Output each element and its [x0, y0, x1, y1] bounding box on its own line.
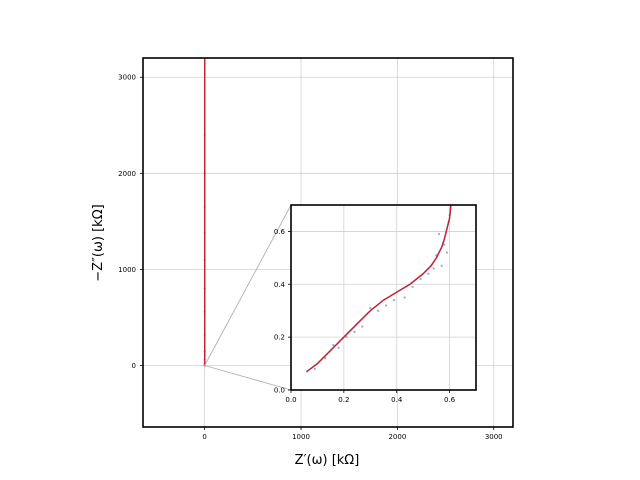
data-point	[403, 296, 406, 299]
y-tick-label: 0.0	[274, 387, 285, 395]
data-point	[440, 264, 443, 267]
y-tick-label: 0	[132, 362, 136, 370]
data-point	[353, 330, 356, 333]
x-tick-label: 0.2	[338, 396, 349, 404]
data-point	[385, 304, 388, 307]
data-point	[332, 343, 335, 347]
plot-frame	[142, 57, 514, 428]
x-tick-label: 2000	[388, 433, 406, 441]
data-point	[437, 232, 441, 236]
data-point	[369, 306, 372, 310]
data-point	[411, 285, 414, 289]
series-line-2	[306, 205, 452, 373]
y-tick-label: 2000	[118, 170, 136, 178]
x-tick-label: 0	[202, 433, 206, 441]
data-point	[345, 336, 348, 339]
x-axis-label: Z′(ω) [kΩ]	[295, 453, 360, 468]
x-tick-label: 0.4	[391, 396, 403, 404]
zoom-line-upper	[204, 204, 292, 366]
zoom-connector-lines	[204, 204, 292, 391]
y-tick-label: 0.6	[274, 228, 286, 236]
y-tick-label: 0.4	[274, 281, 286, 289]
x-tick-label: 0.0	[285, 396, 296, 404]
y-axis-label: −Z″(ω) [kΩ]	[91, 204, 106, 281]
data-point	[337, 346, 340, 349]
inset-plot-area: 0.0 0.2 0.4 0.6 0.0 0.2 0.4 0.6	[274, 204, 477, 404]
y-tick-label: 3000	[118, 74, 136, 82]
data-point	[377, 309, 380, 312]
data-point	[427, 272, 430, 275]
data-point	[361, 325, 364, 328]
data-point	[392, 299, 396, 302]
data-point	[432, 267, 435, 270]
plot-frame	[290, 204, 477, 391]
data-point	[445, 251, 449, 254]
data-point	[419, 277, 422, 281]
x-tick-label: 3000	[485, 433, 503, 441]
data-point	[443, 243, 446, 246]
x-tick-label: 1000	[292, 433, 310, 441]
series-group	[305, 205, 452, 373]
zoom-line-lower	[204, 365, 292, 391]
y-tick-label: 0.2	[274, 334, 285, 342]
data-point	[313, 367, 316, 370]
x-tick-label: 0.6	[444, 396, 456, 404]
data-point	[324, 357, 327, 360]
y-tick-label: 1000	[118, 266, 136, 274]
